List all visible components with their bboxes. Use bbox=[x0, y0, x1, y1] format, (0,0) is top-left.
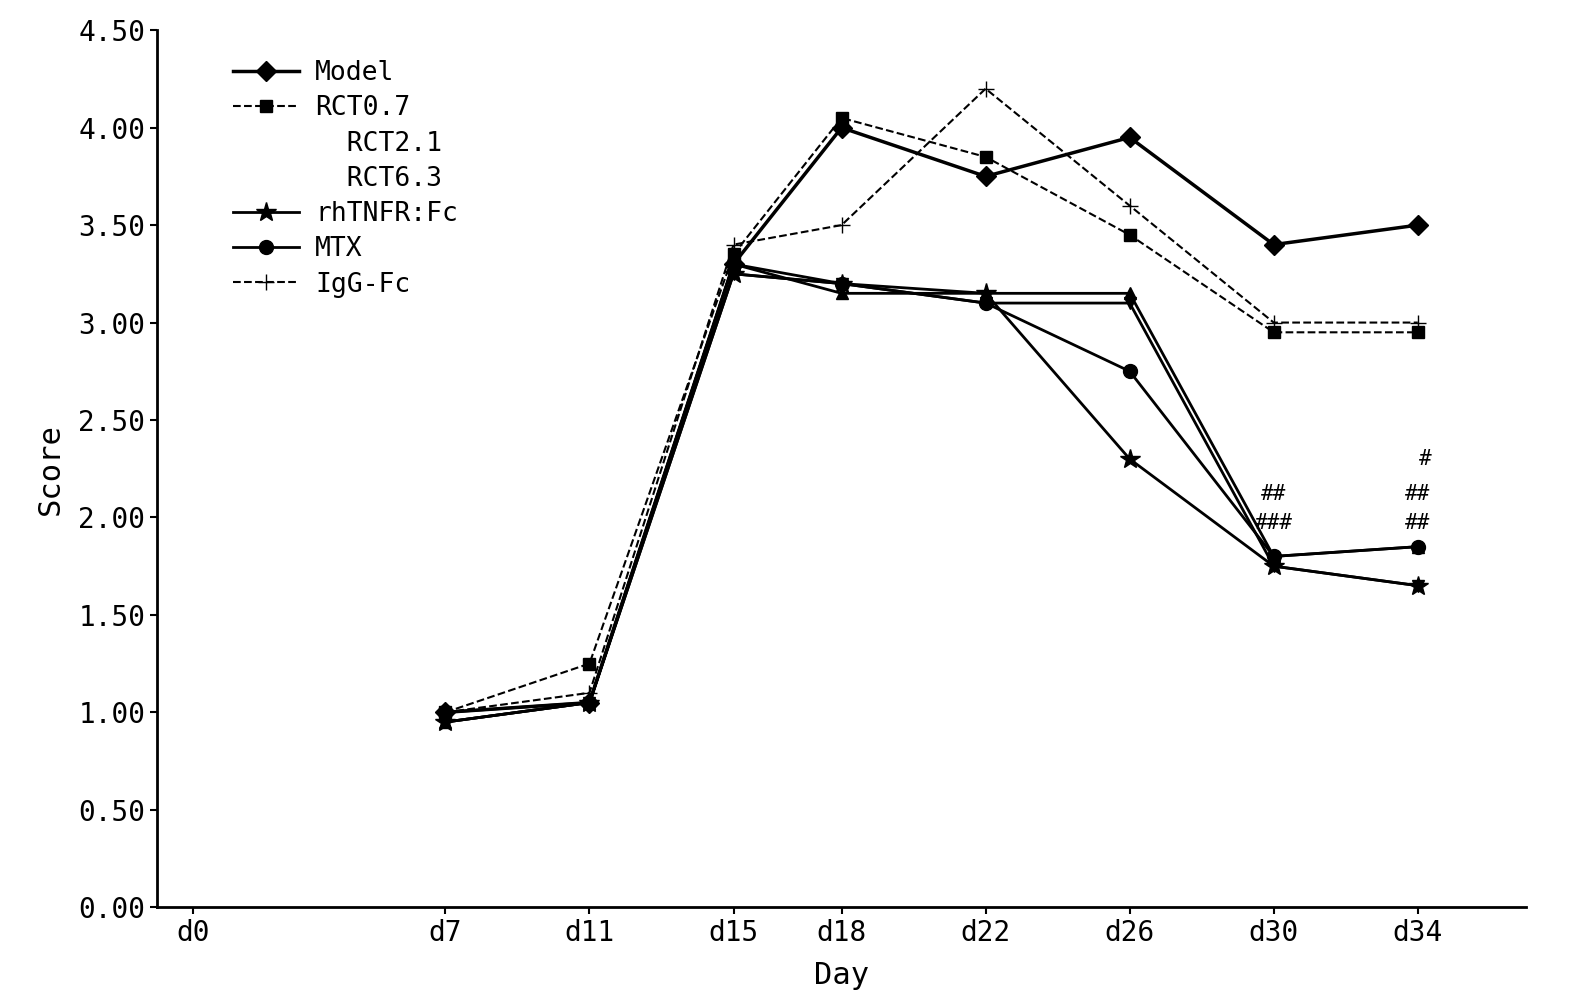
IgG-Fc bbox=[1408, 317, 1427, 329]
RCT2.1 bbox=[436, 716, 455, 728]
Text: #: # bbox=[1419, 449, 1431, 469]
rhTNFR:Fc bbox=[436, 716, 455, 728]
rhTNFR:Fc bbox=[832, 277, 851, 289]
RCT6.3 bbox=[832, 277, 851, 289]
Model bbox=[1408, 219, 1427, 231]
X-axis label: Day: Day bbox=[813, 961, 870, 990]
Line: rhTNFR:Fc: rhTNFR:Fc bbox=[436, 263, 1428, 733]
Text: ##: ## bbox=[1262, 484, 1287, 504]
Model bbox=[1265, 239, 1284, 251]
IgG-Fc bbox=[832, 219, 851, 231]
RCT0.7 bbox=[436, 707, 455, 719]
RCT6.3 bbox=[1265, 560, 1284, 573]
RCT0.7 bbox=[724, 248, 742, 260]
RCT6.3 bbox=[580, 697, 599, 709]
Legend: Model, RCT0.7,   RCT2.1,   RCT6.3, rhTNFR:Fc, MTX, IgG-Fc: Model, RCT0.7, RCT2.1, RCT6.3, rhTNFR:Fc… bbox=[225, 52, 466, 305]
IgG-Fc bbox=[1120, 200, 1139, 212]
Line: RCT0.7: RCT0.7 bbox=[439, 112, 1424, 719]
Model bbox=[832, 122, 851, 134]
rhTNFR:Fc bbox=[724, 268, 742, 280]
RCT0.7 bbox=[977, 151, 996, 163]
RCT2.1 bbox=[1265, 550, 1284, 562]
RCT2.1 bbox=[1408, 540, 1427, 552]
RCT2.1 bbox=[832, 287, 851, 299]
Line: MTX: MTX bbox=[439, 257, 1425, 720]
MTX bbox=[1408, 540, 1427, 552]
RCT6.3 bbox=[977, 297, 996, 309]
Text: ##: ## bbox=[1405, 513, 1430, 533]
rhTNFR:Fc bbox=[977, 287, 996, 299]
RCT2.1 bbox=[724, 258, 742, 270]
MTX bbox=[1120, 365, 1139, 377]
Line: RCT6.3: RCT6.3 bbox=[439, 267, 1424, 729]
RCT0.7 bbox=[1265, 327, 1284, 339]
MTX bbox=[436, 707, 455, 719]
IgG-Fc bbox=[580, 686, 599, 699]
Y-axis label: Score: Score bbox=[36, 422, 64, 515]
MTX bbox=[580, 697, 599, 709]
Model bbox=[977, 170, 996, 182]
Line: Model: Model bbox=[439, 121, 1425, 720]
Model bbox=[580, 697, 599, 709]
RCT2.1 bbox=[580, 697, 599, 709]
Line: IgG-Fc: IgG-Fc bbox=[437, 81, 1427, 721]
RCT6.3 bbox=[724, 268, 742, 280]
Model bbox=[1120, 131, 1139, 143]
RCT6.3 bbox=[436, 716, 455, 728]
IgG-Fc bbox=[436, 707, 455, 719]
IgG-Fc bbox=[977, 83, 996, 95]
RCT6.3 bbox=[1408, 580, 1427, 592]
RCT0.7 bbox=[1408, 327, 1427, 339]
Text: ##: ## bbox=[1405, 484, 1430, 504]
MTX bbox=[977, 297, 996, 309]
IgG-Fc bbox=[1265, 317, 1284, 329]
Model bbox=[436, 707, 455, 719]
Text: ###: ### bbox=[1255, 513, 1293, 533]
RCT6.3 bbox=[1120, 297, 1139, 309]
RCT2.1 bbox=[977, 287, 996, 299]
rhTNFR:Fc bbox=[1408, 580, 1427, 592]
Model bbox=[724, 258, 742, 270]
IgG-Fc bbox=[724, 239, 742, 251]
MTX bbox=[724, 258, 742, 270]
RCT0.7 bbox=[580, 657, 599, 669]
MTX bbox=[832, 277, 851, 289]
Line: RCT2.1: RCT2.1 bbox=[439, 258, 1424, 729]
rhTNFR:Fc bbox=[1120, 453, 1139, 465]
rhTNFR:Fc bbox=[580, 697, 599, 709]
RCT0.7 bbox=[832, 112, 851, 124]
RCT0.7 bbox=[1120, 229, 1139, 241]
RCT2.1 bbox=[1120, 287, 1139, 299]
MTX bbox=[1265, 550, 1284, 562]
rhTNFR:Fc bbox=[1265, 560, 1284, 573]
